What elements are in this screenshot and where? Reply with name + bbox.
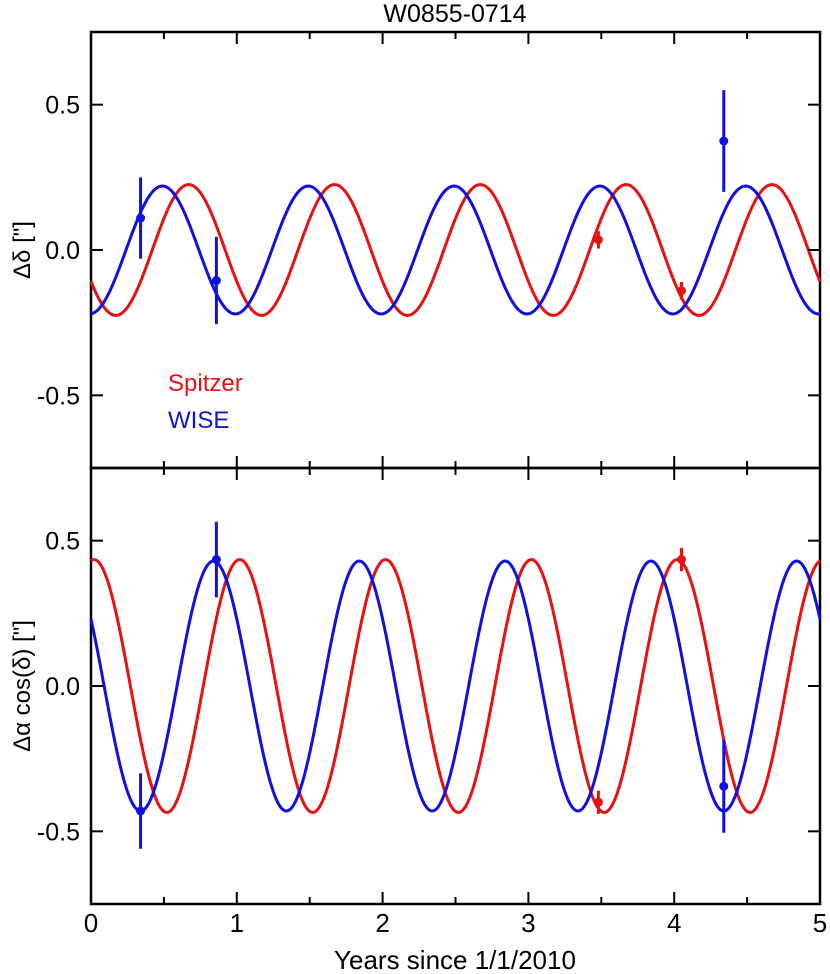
y-tick-label-bottom-1: 0.0	[45, 673, 80, 701]
data-point-spitzer-bottom-0	[593, 797, 603, 807]
panel-declination: Δδ ["] Spitzer WISE 0.5 0.0 -0.5	[9, 30, 822, 470]
legend-wise: WISE	[168, 407, 229, 434]
y-tick-label-bottom-0: 0.5	[45, 528, 80, 556]
model-curve-wise-top	[90, 184, 821, 316]
model-curve-wise-bottom	[89, 559, 822, 813]
x-tick-label-1: 1	[230, 908, 244, 938]
x-tick-label-4: 4	[667, 908, 681, 938]
data-point-wise-top-0	[136, 213, 146, 223]
data-point-wise-top-2	[719, 136, 729, 146]
y-tick-label-top-2: -0.5	[37, 382, 80, 410]
x-tick-label-0: 0	[84, 908, 98, 938]
panel-right-ascension: Δα cos(δ) ["] Years since 1/1/2010 0.5 0.…	[9, 466, 827, 974]
plot-frame-bottom	[89, 466, 822, 906]
data-point-wise-bottom-2	[719, 781, 729, 791]
data-point-wise-top-1	[211, 276, 221, 286]
y-axis-label-top: Δδ ["]	[9, 221, 36, 279]
x-axis-label: Years since 1/1/2010	[334, 945, 576, 974]
y-tick-label-top-0: 0.5	[45, 92, 80, 120]
legend-spitzer: Spitzer	[168, 370, 243, 397]
y-axis-label-bottom: Δα cos(δ) ["]	[9, 620, 36, 752]
x-tick-label-5: 5	[813, 908, 827, 938]
y-tick-label-bottom-2: -0.5	[37, 818, 80, 846]
data-point-wise-bottom-0	[136, 806, 146, 816]
model-curve-spitzer-top	[89, 183, 822, 317]
data-point-spitzer-top-0	[593, 235, 603, 245]
model-curve-spitzer-bottom	[90, 558, 821, 814]
data-point-spitzer-top-1	[676, 286, 686, 296]
x-tick-label-3: 3	[521, 908, 535, 938]
data-point-spitzer-bottom-1	[676, 555, 686, 565]
data-point-wise-bottom-1	[211, 555, 221, 565]
y-tick-label-top-1: 0.0	[45, 237, 80, 265]
chart-title: W0855-0714	[383, 0, 526, 28]
x-tick-label-2: 2	[375, 908, 389, 938]
